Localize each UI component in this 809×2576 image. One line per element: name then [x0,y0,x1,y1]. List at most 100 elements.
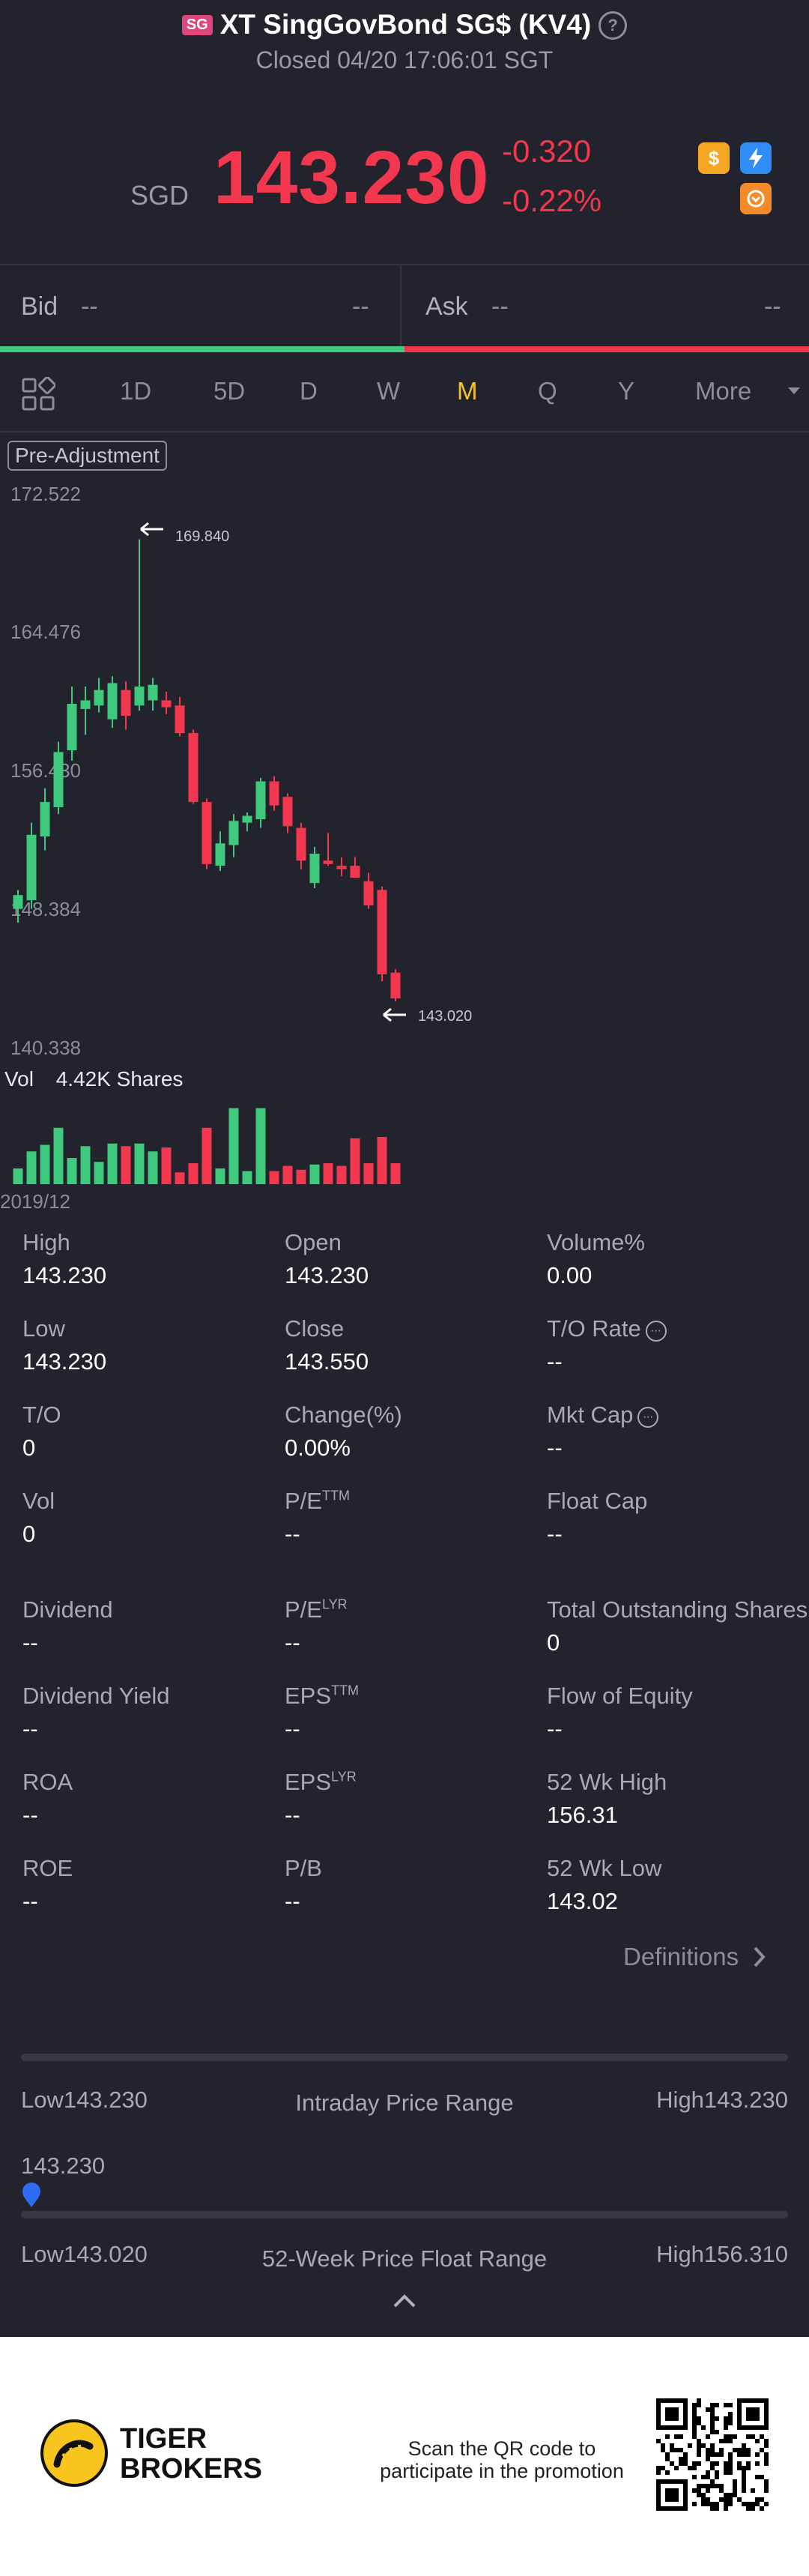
tab-q[interactable]: Q [538,377,557,405]
tab-5d[interactable]: 5D [213,377,246,405]
period-tabs: 1D 5D D W M Q Y More [0,356,809,432]
stat-label: P/ELYR [285,1596,348,1623]
tab-more[interactable]: More [695,377,752,405]
y-axis-label: 156.430 [10,759,81,782]
candle [215,831,225,872]
stat-value: 156.31 [547,1802,618,1828]
tab-m[interactable]: M [457,377,478,405]
tab-w[interactable]: W [377,377,401,405]
chevron-down-icon[interactable] [787,386,802,400]
intraday-range-track [21,2054,788,2061]
volume-bar [390,1163,401,1184]
candle-body [282,797,293,827]
stat-label-text: 52 Wk High [547,1769,667,1795]
range-current-value: 143.230 [21,2153,106,2179]
exchange-icon[interactable] [740,183,772,214]
volume-bar [13,1168,23,1184]
info-icon[interactable]: ⋯ [637,1407,659,1428]
stat-label: P/B [285,1855,322,1882]
dollar-icon[interactable]: $ [698,142,730,174]
stat-label: ROE [22,1855,73,1882]
tab-y[interactable]: Y [618,377,635,405]
price-change: -0.320 [502,133,592,169]
stat-label: EPSLYR [285,1769,357,1796]
volume-bar [188,1163,199,1184]
stat-label: Change(%) [285,1402,402,1429]
candle [13,890,23,923]
volume-bar [175,1172,185,1184]
candle-body [309,854,320,884]
ask-label: Ask [425,292,468,321]
volume-bar [134,1143,145,1184]
brand-line-2: BROKERS [120,2453,263,2485]
candle [296,822,306,869]
stat-value: -- [547,1716,563,1742]
candle-body [242,815,252,823]
bid-price: -- [81,292,98,321]
stat-label: 52 Wk Low [547,1855,661,1882]
chevron-up-icon[interactable] [393,2293,416,2312]
chevron-right-icon [754,1946,766,1967]
stat-value: -- [285,1802,300,1828]
definitions-link[interactable]: Definitions [623,1943,766,1971]
candle [202,798,212,869]
min-price-label: 143.020 [418,1008,472,1025]
bid-strength-bar [0,346,404,352]
volume-bar [377,1137,387,1184]
candle [255,777,266,828]
volume-bar [363,1163,374,1184]
promo-line-2: participate in the promotion [380,2460,624,2482]
stat-label: Total Outstanding Shares [547,1596,808,1623]
current-price-pin-icon [21,2183,42,2212]
stat-label-text: Change(%) [285,1402,402,1428]
candle-body [13,895,23,909]
volume-bar [282,1165,293,1184]
chart-layout-icon[interactable] [21,376,56,415]
lightning-icon[interactable] [740,142,772,174]
pre-adjustment-toggle[interactable]: Pre-Adjustment [7,441,167,471]
stat-label-text: Float Cap [547,1488,648,1514]
page-title: SG XT SingGovBond SG$ (KV4)? [0,9,809,40]
stat-label-text: Total Outstanding Shares [547,1596,808,1623]
candle-body [94,690,104,706]
intraday-high: High143.230 [656,2087,788,2113]
promo-qr-code[interactable] [656,2398,769,2515]
candle [309,846,320,889]
tab-d[interactable]: D [300,377,318,405]
volume-bar [269,1171,279,1184]
stat-label-text: Volume% [547,1229,645,1255]
tab-1d[interactable]: 1D [120,377,152,405]
stat-label: P/ETTM [285,1488,350,1515]
candle-body [350,866,360,878]
volume-header: Vol 4.42K Shares [4,1067,183,1091]
candlestick-chart[interactable]: 169.840 143.020 [0,0,809,1199]
stat-label: Dividend [22,1596,113,1623]
stat-label-superscript: TTM [331,1683,360,1698]
brand-name: TIGER BROKERS [120,2424,262,2484]
volume-bar [215,1168,225,1184]
volume-bar [242,1171,252,1184]
x-axis-start-date: 2019/12 [0,1190,70,1213]
candle [377,886,387,982]
candle [242,812,252,832]
stat-value: -- [285,1888,300,1914]
candle-body [134,687,145,706]
candle-body [107,683,118,720]
candle [350,857,360,878]
candle-body [148,684,158,701]
week52-range-track [21,2211,788,2218]
candle-body [80,700,91,709]
candle-body [121,690,131,717]
stat-value: -- [285,1716,300,1742]
stat-label: Volume% [547,1229,645,1256]
help-icon[interactable]: ? [599,11,628,40]
stat-value: -- [547,1521,563,1547]
stat-value: -- [285,1629,300,1656]
candle [121,681,131,730]
candle [148,678,158,711]
info-icon[interactable]: ⋯ [645,1321,667,1342]
candle [282,793,293,833]
candle-body [188,733,199,803]
volume-bar [80,1146,91,1184]
candle [228,814,239,857]
